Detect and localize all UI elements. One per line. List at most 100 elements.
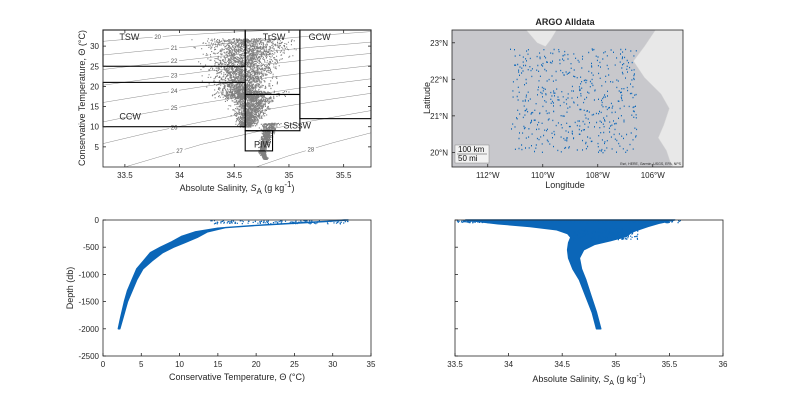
map-attribution: Esri, HERE, Garmin, USGS, EPA, NPS xyxy=(620,162,681,166)
scale-bar-km: 100 km xyxy=(458,145,485,154)
map-ytick-label: 20°N xyxy=(430,148,448,157)
temperature-axes: 0 5 10 15 20 25 30 35 0 -500 -1000 -1500 -2000 -2500 xyxy=(79,216,376,369)
ts-xlabel: Absolute Salinity, SA (g kg-1) xyxy=(180,180,295,196)
sal-xlabel-sup: -1 xyxy=(636,373,642,380)
contour-label-bg xyxy=(152,32,163,40)
ts-ytick-label: 25 xyxy=(90,62,99,71)
water-mass-label: TrSW xyxy=(263,32,286,42)
temperature-profile-panel: 0 5 10 15 20 25 30 350-500-1000-1500-2000-2500 … xyxy=(65,216,376,382)
temp-xtick-label: 0 xyxy=(101,360,106,369)
contour-label-bg xyxy=(169,104,180,112)
map-ytick-label: 21°N xyxy=(430,112,448,121)
ts-ylabel: Conservative Temperature, Θ (°C) xyxy=(77,30,87,166)
density-contour-label: 28 xyxy=(307,147,314,153)
ts-diagram-panel: 20 21 22 23 24 25 26 27 28 TSW TrSW GCW CCW StSsW PIW… xyxy=(77,29,372,196)
ts-xtick-label: 34.5 xyxy=(226,171,242,180)
map-title: ARGO Alldata xyxy=(535,17,595,27)
ts-axes-box xyxy=(102,29,372,168)
ts-xtick-label: 34 xyxy=(175,171,184,180)
ts-scatter-points xyxy=(191,38,297,160)
temp-ytick-label: -2500 xyxy=(79,352,100,361)
map-ytick-label: 22°N xyxy=(430,75,448,84)
sal-xtick-label: 35.5 xyxy=(662,360,678,369)
temp-axes-box xyxy=(102,219,372,357)
temp-ytick-label: 0 xyxy=(95,216,100,225)
ts-xlabel-sub: A xyxy=(256,187,262,196)
temp-ytick-label: -500 xyxy=(83,243,100,252)
temp-xlabel: Conservative Temperature, Θ (°C) xyxy=(169,372,305,382)
map-ylabel: Latitude xyxy=(422,82,432,114)
density-contour-label: 20 xyxy=(154,35,161,41)
density-contour-label: 25 xyxy=(171,106,178,112)
density-contour-line xyxy=(124,110,371,167)
density-contour-label: 24 xyxy=(171,89,178,95)
ts-xlabel-var: S xyxy=(250,183,256,193)
scale-bar-mi: 50 mi xyxy=(458,154,478,163)
baja-peninsula-tip xyxy=(525,30,557,47)
water-mass-label: TSW xyxy=(119,32,140,42)
temp-profile-points xyxy=(210,220,349,225)
contour-label-bg xyxy=(174,146,185,154)
temp-xtick-label: 10 xyxy=(175,360,184,369)
mainland-coast xyxy=(633,30,683,167)
map-xtick-label: 110°W xyxy=(531,171,555,180)
salinity-axes: 33.5 34 34.5 35 35.5 36 xyxy=(447,219,728,369)
ts-xlabel-close: ) xyxy=(291,183,294,193)
ts-ytick-label: 15 xyxy=(90,103,99,112)
temp-xtick-label: 25 xyxy=(290,360,299,369)
density-contour-line xyxy=(103,41,371,70)
temp-xtick-label: 20 xyxy=(252,360,261,369)
sal-xtick-label: 34.5 xyxy=(554,360,570,369)
map-xtick-label: 112°W xyxy=(476,171,500,180)
map-axes: 112°W 110°W 108°W 106°W 20°N 21°N 22°N 23°N xyxy=(430,29,684,180)
contour-label-bg xyxy=(305,145,316,153)
density-contour-label: 27 xyxy=(176,149,183,155)
ts-point-cloud xyxy=(191,38,297,160)
ts-xlabel-unit: (g kg xyxy=(262,183,285,193)
density-contour-label: 26 xyxy=(171,126,178,132)
temp-xtick-label: 30 xyxy=(328,360,337,369)
contour-label-bg xyxy=(169,87,180,95)
temp-ylabel: Depth (db) xyxy=(65,267,75,310)
ts-axes: 33.5 34 34.5 35 35.5 5 10 15 20 25 30 xyxy=(90,29,372,180)
temp-ytick-label: -2000 xyxy=(79,325,100,334)
density-contour-line xyxy=(103,53,371,86)
temp-xtick-label: 15 xyxy=(213,360,222,369)
map-ytick-label: 23°N xyxy=(430,39,448,48)
map-xlabel: Longitude xyxy=(545,180,585,190)
ts-ytick-label: 10 xyxy=(90,123,99,132)
map-axes-box xyxy=(451,29,684,168)
sal-profile-points xyxy=(456,220,681,241)
ts-ytick-label: 20 xyxy=(90,82,99,91)
ts-xlabel-base: Absolute Salinity, xyxy=(180,183,251,193)
sal-axes-box xyxy=(454,219,724,357)
temp-plot-area xyxy=(103,220,371,356)
sal-xtick-label: 35 xyxy=(611,360,620,369)
sal-xlabel-sub: A xyxy=(609,380,614,387)
sal-xlabel-unit: (g kg xyxy=(614,374,637,384)
contour-label-bg xyxy=(169,44,180,52)
temp-xtick-label: 35 xyxy=(367,360,376,369)
sal-xtick-label: 36 xyxy=(719,360,728,369)
ts-xtick-label: 33.5 xyxy=(117,171,133,180)
density-contour-label: 22 xyxy=(171,59,178,65)
ts-xtick-label: 35.5 xyxy=(336,171,352,180)
temp-ytick-label: -1500 xyxy=(79,298,100,307)
density-contour-line xyxy=(103,30,279,42)
temp-ytick-label: -1000 xyxy=(79,270,100,279)
sal-xlabel-close: ) xyxy=(643,374,646,384)
ts-xtick-label: 35 xyxy=(285,171,294,180)
ts-ytick-label: 30 xyxy=(90,42,99,51)
water-mass-label: StSsW xyxy=(283,120,311,130)
density-contour-line xyxy=(103,93,371,144)
density-contour-label: 23 xyxy=(171,74,178,80)
salinity-profile-panel: 33.5 34 34.5 35 35.5 36 Absolute Salinity, SA… xyxy=(447,219,728,387)
contour-label-bg xyxy=(169,57,180,65)
sal-xlabel-var: S xyxy=(603,374,609,384)
water-mass-box xyxy=(244,130,274,152)
ts-xlabel-sup: -1 xyxy=(284,180,292,189)
contour-label-bg xyxy=(169,71,180,79)
map-xtick-label: 106°W xyxy=(641,171,666,180)
